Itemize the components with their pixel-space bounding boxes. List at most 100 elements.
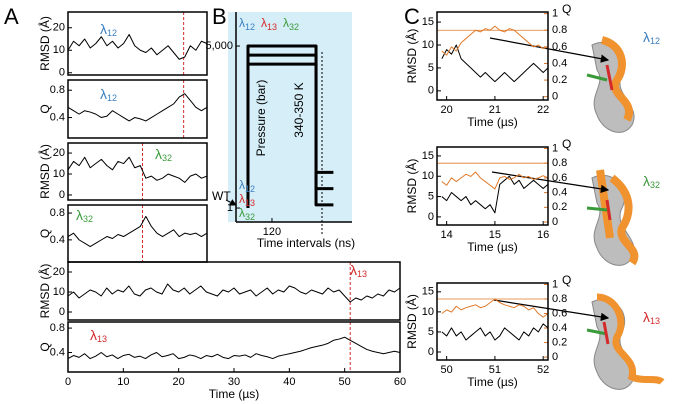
y-tick-label: 15 — [422, 286, 434, 298]
molecule — [586, 293, 665, 390]
annotation: λ12 — [100, 21, 117, 39]
x-tick-label: 30 — [228, 376, 240, 388]
y-tick-label: 5 — [428, 326, 434, 338]
y2-tick-label: 0 — [552, 91, 558, 103]
series-line — [441, 323, 549, 341]
y2-tick-label: 0.6 — [552, 307, 567, 319]
y-tick-label: 0 — [428, 85, 434, 97]
y-tick-label: 10 — [53, 44, 65, 56]
annotation-subscript: 32 — [245, 212, 255, 222]
y-tick-label: 20 — [53, 147, 65, 159]
y-axis-label: RMSD (Å) — [404, 29, 419, 84]
x-axis-label: Time (µs) — [209, 387, 259, 401]
y2-tick-label: 0.2 — [552, 201, 567, 213]
y-tick-label: 1 — [227, 202, 233, 214]
y-tick-label: 0.4 — [50, 346, 65, 358]
y-tick-label: 20 — [53, 266, 65, 278]
x-tick-label: 120 — [263, 226, 281, 238]
y-axis-label: RMSD (Å) — [404, 294, 419, 349]
y-axis-label: RMSD (Å) — [37, 16, 52, 71]
annotation-subscript: 12 — [245, 22, 255, 32]
x-tick-label: 50 — [441, 364, 453, 376]
molecule — [586, 169, 639, 266]
annotation: λ12 — [239, 178, 255, 194]
annotation-symbol: λ — [239, 16, 245, 30]
y-tick-label: 10 — [422, 306, 434, 318]
y2-axis-label: Q — [562, 2, 571, 16]
annotation-symbol: λ — [261, 16, 267, 30]
y-axis-label: Pressure (bar) — [254, 80, 268, 157]
x-tick-label: 14 — [441, 229, 453, 241]
y-tick-label: 0 — [428, 346, 434, 358]
annotation-symbol: λ — [76, 207, 83, 223]
y2-tick-label: 1 — [552, 142, 558, 154]
annotation: λ12 — [239, 16, 255, 32]
y-tick-label: 15 — [422, 16, 434, 28]
series-line — [67, 93, 208, 122]
y-tick-label: 0 — [428, 211, 434, 223]
plot-frame — [436, 146, 549, 226]
series-line — [67, 283, 401, 303]
y2-tick-label: 0.8 — [552, 293, 567, 305]
x-tick-label: 15 — [489, 229, 501, 241]
y-tick-label: 15 — [422, 150, 434, 162]
y2-tick-label: 0.4 — [552, 57, 567, 69]
annotation-subscript: 13 — [267, 22, 277, 32]
y-axis-label: RMSD (Å) — [37, 264, 52, 319]
annotation: λ32 — [643, 173, 660, 191]
x-axis-label: Time (µs) — [467, 240, 517, 254]
y-tick-label: 0.4 — [50, 111, 65, 123]
x-tick-label: 52 — [537, 364, 549, 376]
x-tick-label: 0 — [65, 376, 71, 388]
annotation: λ12 — [100, 86, 117, 104]
annotation: λ32 — [283, 16, 299, 32]
annotation: λ32 — [239, 206, 255, 222]
y2-tick-label: 0 — [552, 351, 558, 363]
series-line — [67, 156, 208, 183]
y-axis-label: RMSD (Å) — [37, 144, 52, 199]
molecule — [586, 36, 635, 133]
y2-tick-label: 0 — [552, 216, 558, 228]
y-axis-label: Q — [38, 342, 52, 351]
annotation-subscript: 13 — [245, 198, 255, 208]
annotation-subscript: 12 — [245, 184, 255, 194]
plot-frame — [67, 142, 208, 201]
annotation-symbol: λ — [155, 146, 162, 162]
plot-frame — [67, 11, 208, 76]
series-line — [441, 44, 549, 83]
annotation: λ32 — [155, 146, 172, 164]
annotation-subscript: 13 — [650, 316, 660, 326]
x-tick-label: 50 — [339, 376, 351, 388]
annotation-subscript: 32 — [289, 22, 299, 32]
annotation-subscript: 12 — [650, 36, 660, 46]
plot-frame — [67, 321, 401, 373]
series-line — [441, 25, 549, 56]
annotation-subscript: 12 — [107, 28, 117, 38]
x-tick-label: 20 — [173, 376, 185, 388]
annotation: λ13 — [350, 262, 367, 280]
arrow-label: WT — [212, 189, 231, 203]
x-tick-label: 10 — [117, 376, 129, 388]
annotation-subscript: 32 — [83, 214, 93, 224]
x-axis-label: Time (µs) — [467, 115, 517, 129]
y-tick-label: 5 — [428, 190, 434, 202]
y-tick-label: 0.8 — [50, 207, 65, 219]
temperature-label: 340-350 K — [292, 82, 306, 137]
y-tick-label: 0 — [59, 67, 65, 79]
x-tick-label: 20 — [441, 104, 453, 116]
arrow — [489, 37, 610, 63]
y2-tick-label: 0.4 — [552, 322, 567, 334]
annotation-subscript: 32 — [650, 180, 660, 190]
plot-frame — [67, 79, 208, 139]
annotation: λ32 — [76, 207, 93, 225]
y2-tick-label: 1 — [552, 278, 558, 290]
y-tick-label: 0.4 — [50, 234, 65, 246]
y-tick-label: 0.8 — [50, 322, 65, 334]
x-tick-label: 51 — [489, 364, 501, 376]
y-tick-label: 10 — [422, 39, 434, 51]
arrow — [225, 199, 237, 206]
y2-tick-label: 0.8 — [552, 24, 567, 36]
x-tick-label: 16 — [537, 229, 549, 241]
annotation-subscript: 12 — [107, 93, 117, 103]
series-line — [441, 175, 549, 214]
